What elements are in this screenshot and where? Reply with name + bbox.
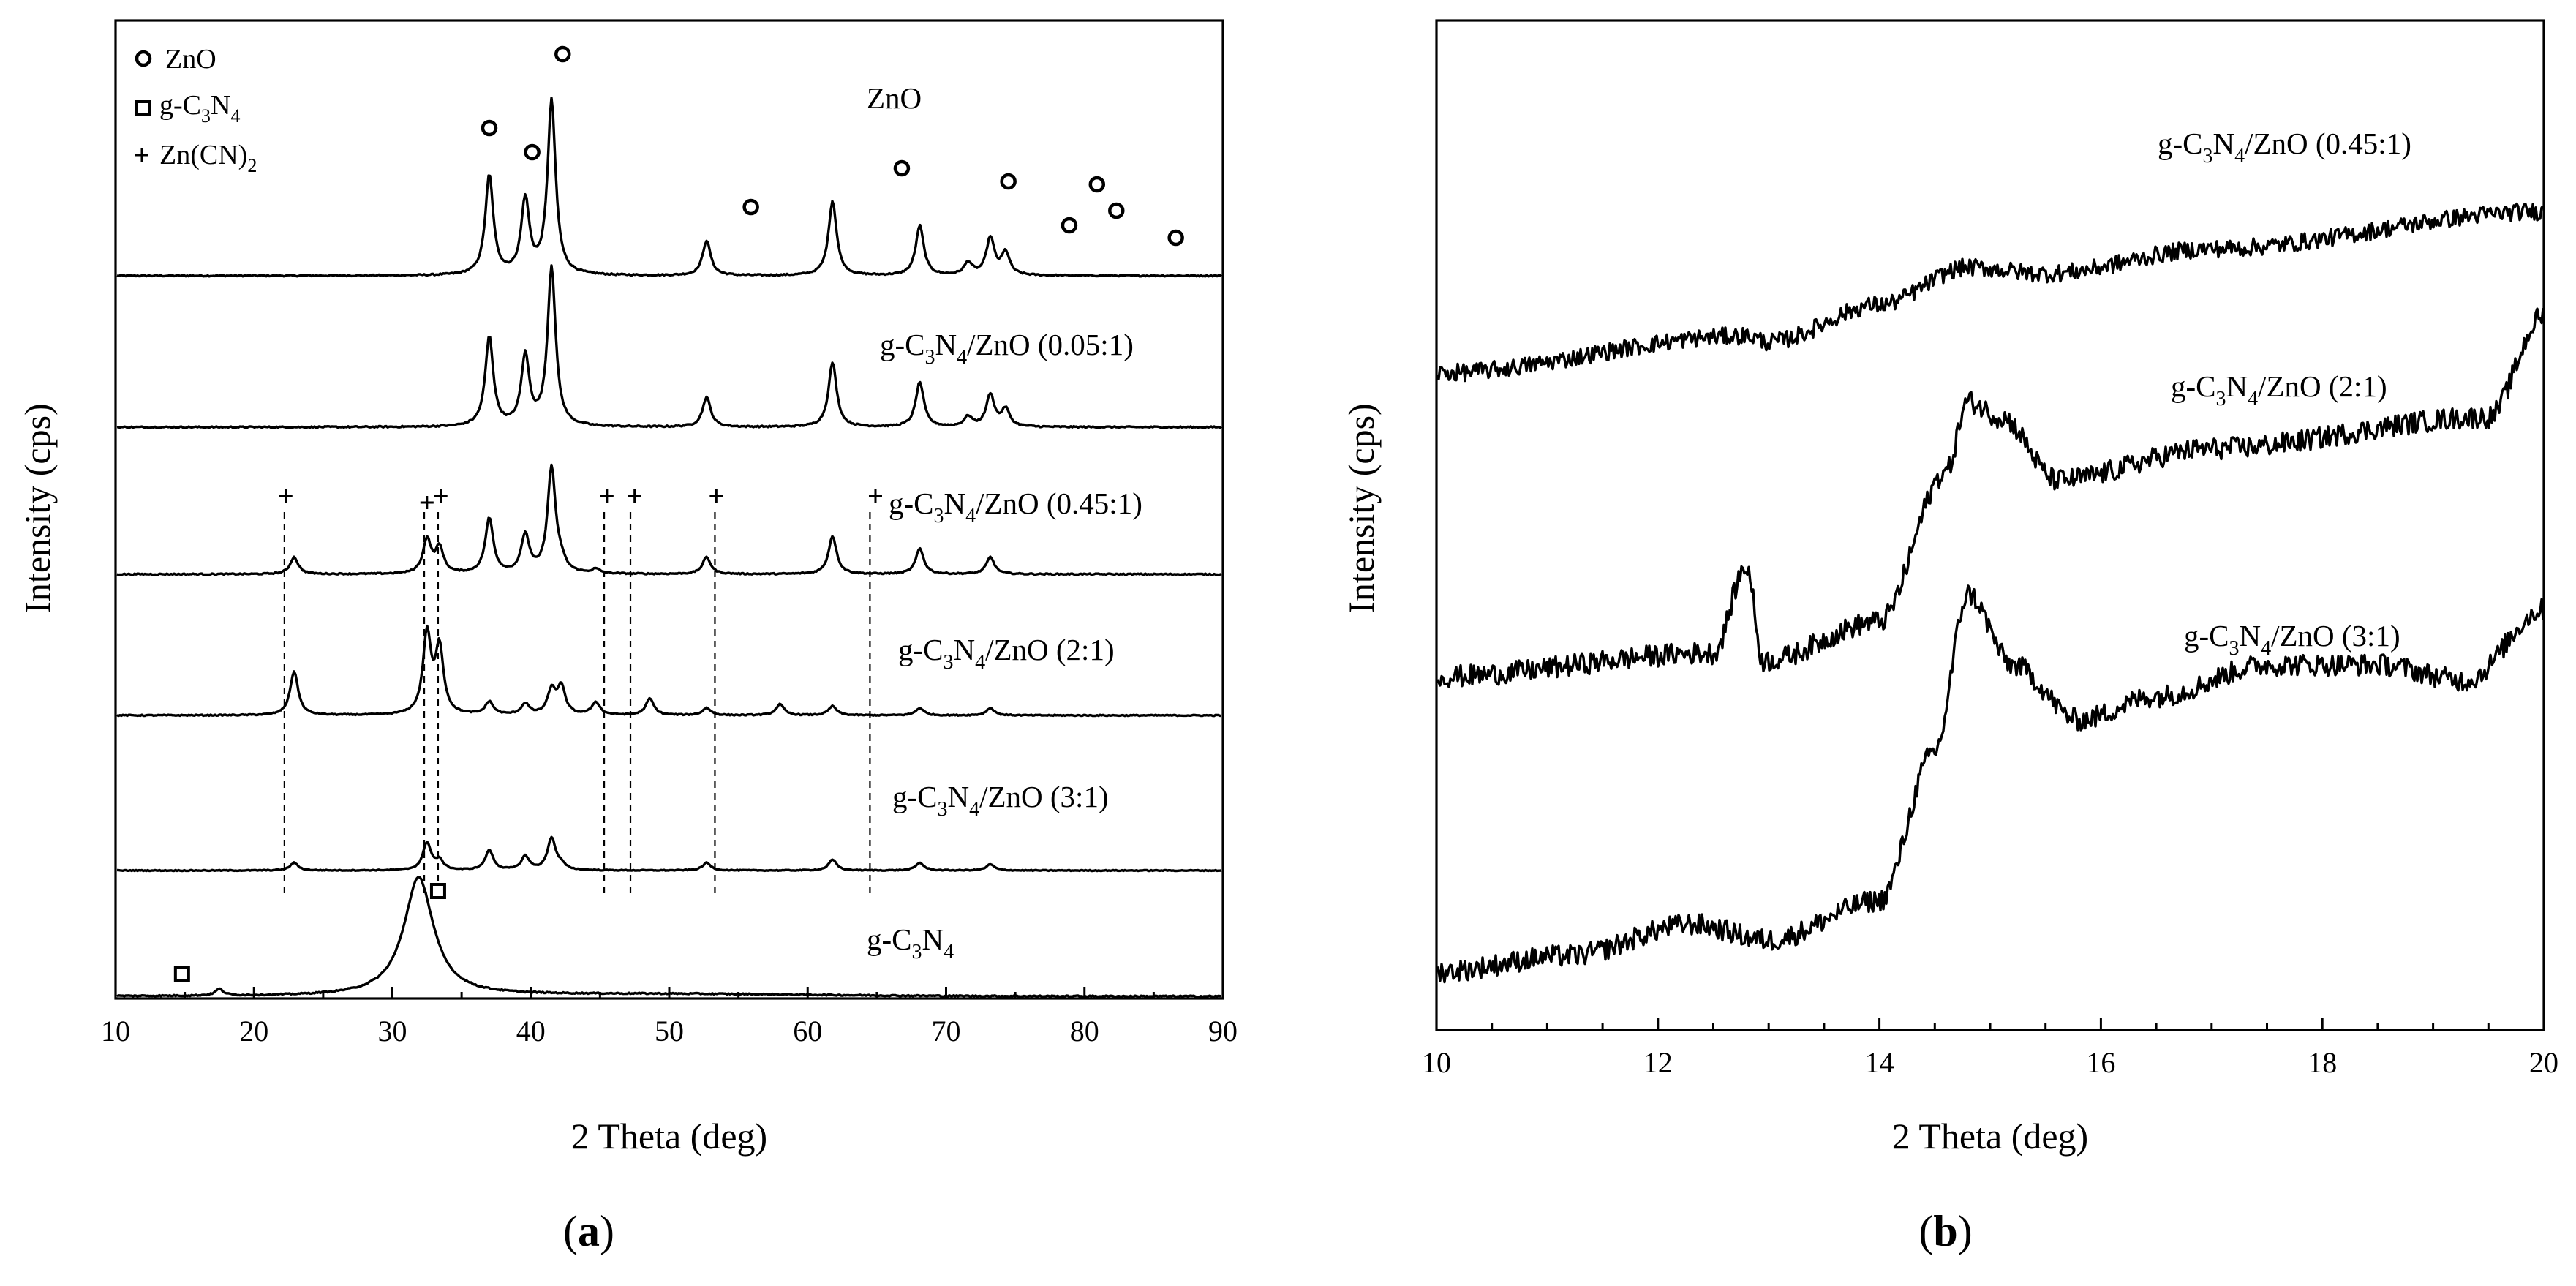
zno-peak-marker [742,198,759,216]
panel-a-y-axis-title: Intensity (cps) [17,403,58,613]
panel-b-label: (b) [1918,1207,1972,1255]
panel-b-x-axis-title: 2 Theta (deg) [1892,1116,2088,1157]
panel-a-trace [116,624,1222,718]
panel-a-trace [116,835,1222,873]
panel-a-x-tick-label: 50 [655,1015,684,1048]
panel-b-y-axis-title: Intensity (cps) [1341,403,1382,613]
series-label-0.05-1: g-C3N4/ZnO (0.05:1) [880,328,1134,369]
series-label-0.45-1: g-C3N4/ZnO (0.45:1) [889,486,1142,527]
legend-label-gc3n4: g-C3N4 [159,90,240,127]
panel-a-x-tick-label: 90 [1208,1015,1238,1048]
zno-peak-marker [1000,173,1017,190]
panel-a-x-tick-label: 80 [1070,1015,1099,1048]
panel-a-peak-markers [173,45,1184,982]
panel-b-x-tick-label: 20 [2529,1046,2558,1079]
series-label-b-3-1: g-C3N4/ZnO (3:1) [2184,619,2400,660]
panel-b-x-tick-label: 12 [1643,1046,1673,1079]
gc3n4-peak-marker [429,883,446,899]
legend-circle-icon [135,50,152,67]
panel-a-legend: ZnO g-C3N4 Zn(CN)2 [135,44,257,176]
panel-a-x-tick-label: 20 [239,1015,268,1048]
panel-a-reference-lines [283,512,871,898]
panel-b-trace [1436,584,2545,984]
panel-b-x-tick-label: 10 [1422,1046,1451,1079]
panel-a-trace [116,463,1222,576]
panel-a: 10 20 30 40 50 60 70 80 90 ZnO g-C3N4/ZnO (0.05:… [17,19,1238,1255]
series-label-b-0.45-1: g-C3N4/ZnO (0.45:1) [2158,127,2411,168]
zno-peak-marker [1061,217,1078,234]
series-label-zno: ZnO [867,81,922,115]
panel-a-traces [116,97,1223,999]
zno-peak-marker [1108,202,1125,219]
legend-label-zncn2: Zn(CN)2 [159,140,257,176]
legend-square-icon [135,100,151,116]
series-label-3-1: g-C3N4/ZnO (3:1) [892,780,1109,821]
legend-plus-icon [135,148,148,162]
panel-b-x-tick-label: 14 [1865,1046,1894,1079]
panel-b-traces [1436,202,2545,984]
panel-a-x-tick-label: 40 [516,1015,546,1048]
panel-b-trace [1436,202,2545,383]
gc3n4-peak-marker [173,966,190,982]
panel-b-trace [1436,307,2545,688]
series-label-gc3n4: g-C3N4 [867,922,954,963]
panel-a-x-tick-label: 60 [793,1015,822,1048]
panel-a-label: (a) [563,1207,614,1255]
panel-a-trace [116,264,1222,429]
series-label-2-1: g-C3N4/ZnO (2:1) [898,633,1115,674]
zno-peak-marker [481,119,498,137]
panel-b-x-tick-label: 18 [2308,1046,2337,1079]
panel-b-x-ticks: 10 12 14 16 18 20 [1422,1018,2558,1079]
zno-peak-marker [554,45,571,63]
panel-a-x-tick-label: 70 [932,1015,961,1048]
panel-b: 10 12 14 16 18 20 g-C3N4/ZnO (0.45:1) g-C3N4/… [1341,19,2558,1255]
series-label-b-2-1: g-C3N4/ZnO (2:1) [2171,369,2387,410]
zno-peak-marker [1167,229,1184,247]
zno-peak-marker [524,143,541,161]
legend-label-zno: ZnO [165,44,216,75]
panel-a-x-axis-title: 2 Theta (deg) [571,1116,767,1157]
zno-peak-marker [893,159,911,177]
panel-a-x-tick-label: 30 [378,1015,407,1048]
panel-a-x-tick-label: 10 [101,1015,130,1048]
panel-b-x-tick-label: 16 [2086,1046,2115,1079]
panel-a-x-ticks: 10 20 30 40 50 60 70 80 90 [101,987,1238,1048]
zno-peak-marker [1088,176,1106,193]
panel-a-trace [116,97,1223,278]
